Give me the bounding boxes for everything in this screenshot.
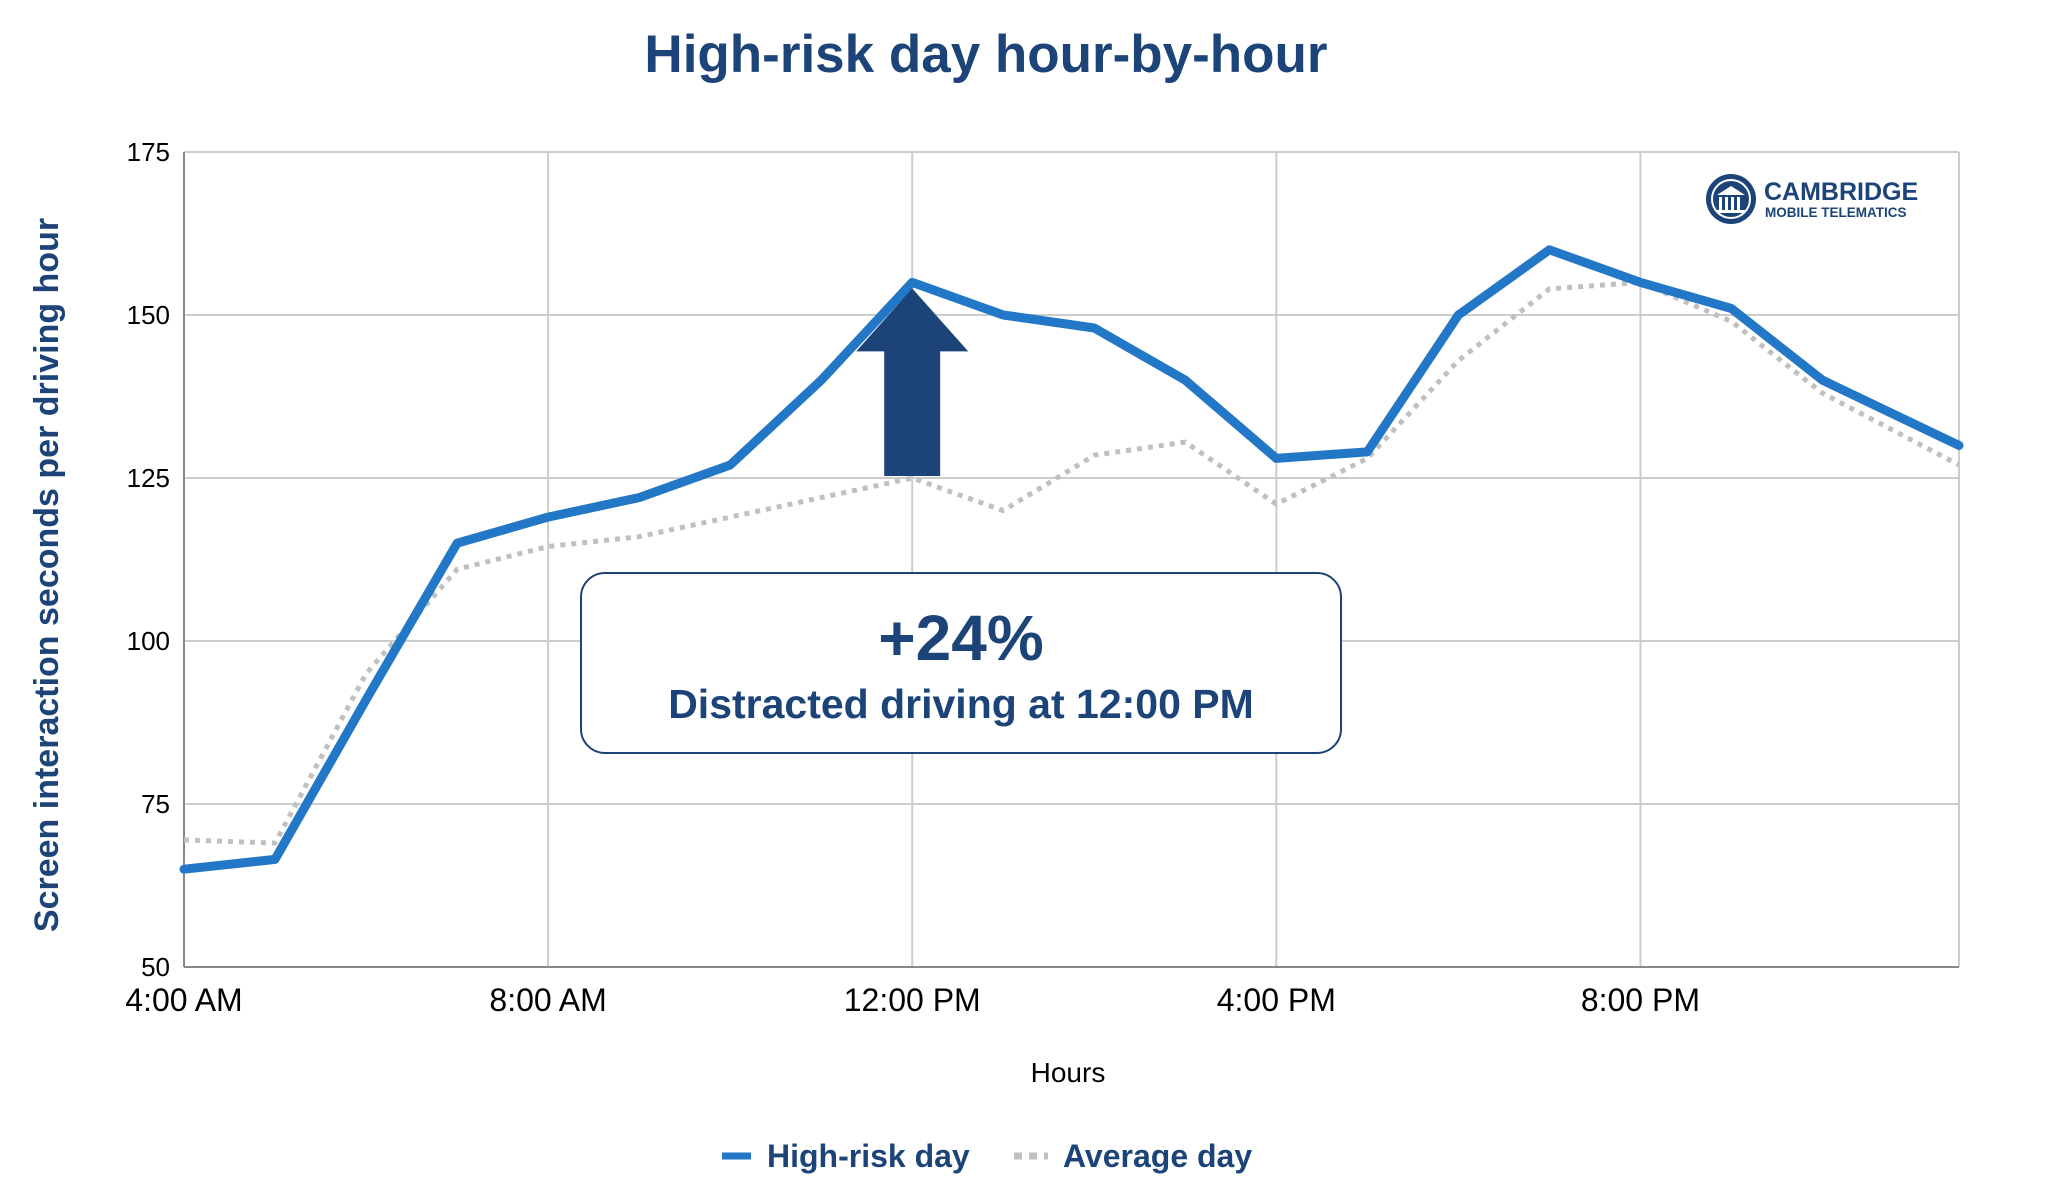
y-tick-label: 100 <box>127 626 170 656</box>
legend-label-average: Average day <box>1063 1138 1252 1174</box>
legend-label-high-risk: High-risk day <box>767 1138 970 1174</box>
chart-title: High-risk day hour-by-hour <box>644 25 1327 84</box>
y-axis-title: Screen interaction seconds per driving h… <box>28 218 66 932</box>
series-line-average-day <box>183 279 1961 846</box>
annotation-arrow <box>856 288 969 476</box>
x-tick-label: 8:00 AM <box>489 982 606 1018</box>
callout-percent: +24% <box>878 602 1043 674</box>
callout-description: Distracted driving at 12:00 PM <box>668 681 1254 727</box>
x-tick-label: 4:00 PM <box>1217 982 1336 1018</box>
callout-frame <box>580 572 1342 754</box>
y-tick-label: 150 <box>127 300 170 330</box>
cambridge-logo: CAMBRIDGE MOBILE TELEMATICS <box>1706 174 1918 224</box>
callout-box: +24% Distracted driving at 12:00 PM <box>580 572 1342 754</box>
x-tick-label: 4:00 AM <box>125 982 242 1018</box>
x-axis-title: Hours <box>1031 1057 1106 1088</box>
y-tick-label: 75 <box>141 789 170 819</box>
y-tick-labels: 50 75 100 125 150 175 <box>127 137 170 982</box>
x-tick-label: 12:00 PM <box>844 982 981 1018</box>
y-tick-label: 125 <box>127 463 170 493</box>
up-arrow-icon <box>856 288 969 476</box>
cambridge-building-icon <box>1706 174 1756 224</box>
x-tick-label: 8:00 PM <box>1581 982 1700 1018</box>
y-tick-label: 175 <box>127 137 170 167</box>
legend: High-risk day Average day <box>722 1138 1252 1174</box>
series <box>179 245 1964 874</box>
y-tick-label: 50 <box>141 952 170 982</box>
x-tick-labels: 4:00 AM 8:00 AM 12:00 PM 4:00 PM 8:00 PM <box>125 982 1700 1018</box>
logo-line1: CAMBRIDGE <box>1764 178 1918 206</box>
grid <box>183 151 1960 968</box>
series-line-high-risk-day <box>179 245 1964 874</box>
logo-line2: MOBILE TELEMATICS <box>1765 205 1907 220</box>
